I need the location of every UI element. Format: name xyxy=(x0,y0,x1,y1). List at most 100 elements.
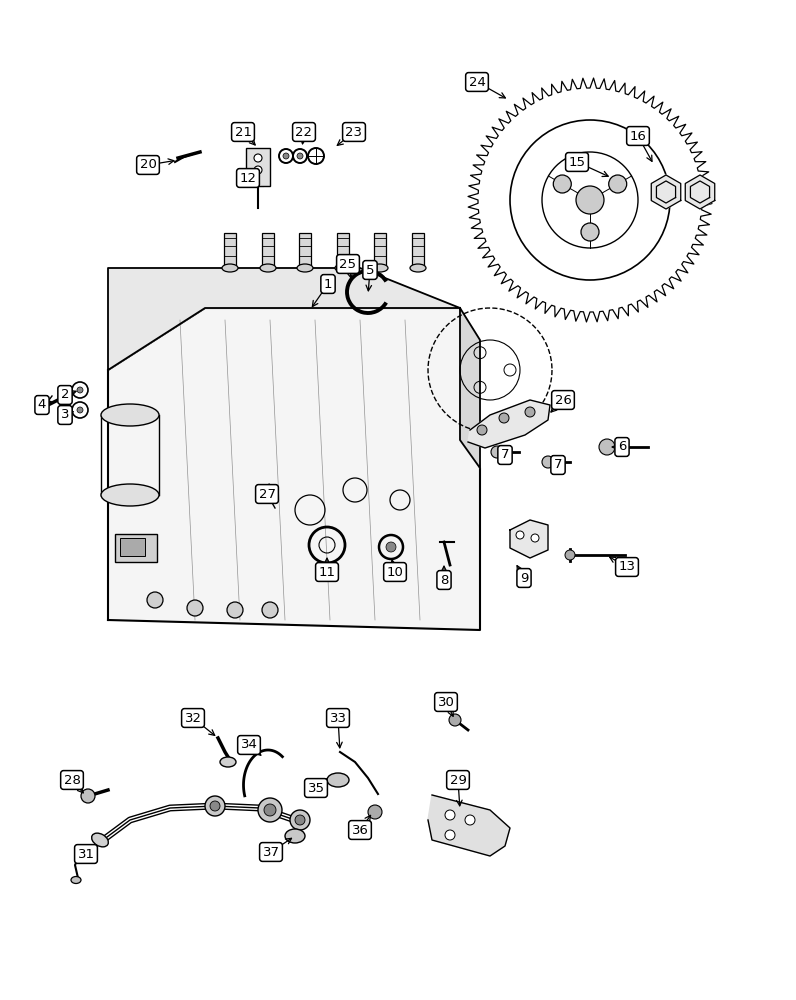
Circle shape xyxy=(262,602,278,618)
Circle shape xyxy=(599,439,615,455)
Text: 36: 36 xyxy=(352,824,369,836)
FancyBboxPatch shape xyxy=(374,233,386,268)
Circle shape xyxy=(368,805,382,819)
Polygon shape xyxy=(108,268,460,370)
Text: 21: 21 xyxy=(235,125,252,138)
Text: 5: 5 xyxy=(365,263,374,276)
Circle shape xyxy=(81,789,95,803)
Circle shape xyxy=(227,602,243,618)
Circle shape xyxy=(516,531,524,539)
Circle shape xyxy=(525,407,535,417)
Text: 8: 8 xyxy=(440,574,448,586)
Circle shape xyxy=(205,796,225,816)
Circle shape xyxy=(553,175,572,193)
Ellipse shape xyxy=(220,757,236,767)
Text: 22: 22 xyxy=(295,125,313,138)
Circle shape xyxy=(254,154,262,162)
Text: 35: 35 xyxy=(307,782,325,794)
Text: 20: 20 xyxy=(139,158,157,172)
Text: 25: 25 xyxy=(340,257,357,270)
Text: 7: 7 xyxy=(501,448,509,462)
Circle shape xyxy=(147,592,163,608)
Circle shape xyxy=(581,223,599,241)
Text: 4: 4 xyxy=(38,398,46,412)
Text: 16: 16 xyxy=(630,129,646,142)
Circle shape xyxy=(386,542,396,552)
Ellipse shape xyxy=(335,264,351,272)
Ellipse shape xyxy=(297,264,313,272)
Ellipse shape xyxy=(92,833,108,847)
Circle shape xyxy=(499,413,509,423)
FancyBboxPatch shape xyxy=(262,233,274,268)
Polygon shape xyxy=(468,78,712,322)
Text: 32: 32 xyxy=(185,712,201,724)
Circle shape xyxy=(565,550,575,560)
Ellipse shape xyxy=(285,829,305,843)
Text: 11: 11 xyxy=(318,566,335,578)
Text: 23: 23 xyxy=(345,125,362,138)
Circle shape xyxy=(254,166,262,174)
Text: 15: 15 xyxy=(568,155,586,168)
Circle shape xyxy=(264,804,276,816)
Polygon shape xyxy=(510,520,548,558)
Text: 34: 34 xyxy=(240,738,257,752)
Text: 9: 9 xyxy=(520,572,529,584)
Circle shape xyxy=(477,425,487,435)
Ellipse shape xyxy=(101,484,159,506)
Text: 1: 1 xyxy=(324,277,332,290)
FancyBboxPatch shape xyxy=(224,233,236,268)
Circle shape xyxy=(510,120,670,280)
Text: 10: 10 xyxy=(387,566,404,578)
Circle shape xyxy=(491,446,503,458)
Ellipse shape xyxy=(410,264,426,272)
Polygon shape xyxy=(651,175,681,209)
Text: 31: 31 xyxy=(77,848,95,860)
Text: 29: 29 xyxy=(450,774,466,786)
Circle shape xyxy=(295,815,305,825)
Ellipse shape xyxy=(71,876,81,884)
Circle shape xyxy=(576,186,604,214)
Text: 37: 37 xyxy=(263,846,279,858)
Text: 30: 30 xyxy=(438,696,455,708)
Circle shape xyxy=(542,456,554,468)
FancyBboxPatch shape xyxy=(246,148,270,186)
Circle shape xyxy=(290,810,310,830)
Text: 12: 12 xyxy=(240,172,256,184)
FancyBboxPatch shape xyxy=(412,233,424,268)
Text: 13: 13 xyxy=(618,560,635,574)
Circle shape xyxy=(445,830,455,840)
Text: 33: 33 xyxy=(330,712,346,724)
Text: 3: 3 xyxy=(60,408,69,422)
Circle shape xyxy=(283,153,289,159)
Text: 27: 27 xyxy=(259,488,275,500)
Circle shape xyxy=(210,801,220,811)
Circle shape xyxy=(258,798,282,822)
Circle shape xyxy=(449,714,461,726)
Polygon shape xyxy=(460,308,480,468)
Circle shape xyxy=(465,815,475,825)
Circle shape xyxy=(77,387,83,393)
Circle shape xyxy=(531,534,539,542)
FancyBboxPatch shape xyxy=(299,233,311,268)
Polygon shape xyxy=(685,175,715,209)
Polygon shape xyxy=(428,795,510,856)
Ellipse shape xyxy=(101,404,159,426)
Text: 7: 7 xyxy=(554,458,562,472)
Text: 26: 26 xyxy=(555,393,572,406)
FancyBboxPatch shape xyxy=(337,233,349,268)
Ellipse shape xyxy=(260,264,276,272)
Circle shape xyxy=(609,175,626,193)
Polygon shape xyxy=(468,400,550,448)
Circle shape xyxy=(77,407,83,413)
Polygon shape xyxy=(108,308,480,630)
FancyBboxPatch shape xyxy=(120,538,145,556)
Text: 28: 28 xyxy=(64,774,80,786)
Circle shape xyxy=(297,153,303,159)
Ellipse shape xyxy=(327,773,349,787)
Text: 2: 2 xyxy=(60,388,69,401)
Text: 6: 6 xyxy=(618,440,626,454)
Circle shape xyxy=(187,600,203,616)
Text: 24: 24 xyxy=(469,76,486,89)
Ellipse shape xyxy=(222,264,238,272)
Circle shape xyxy=(445,810,455,820)
